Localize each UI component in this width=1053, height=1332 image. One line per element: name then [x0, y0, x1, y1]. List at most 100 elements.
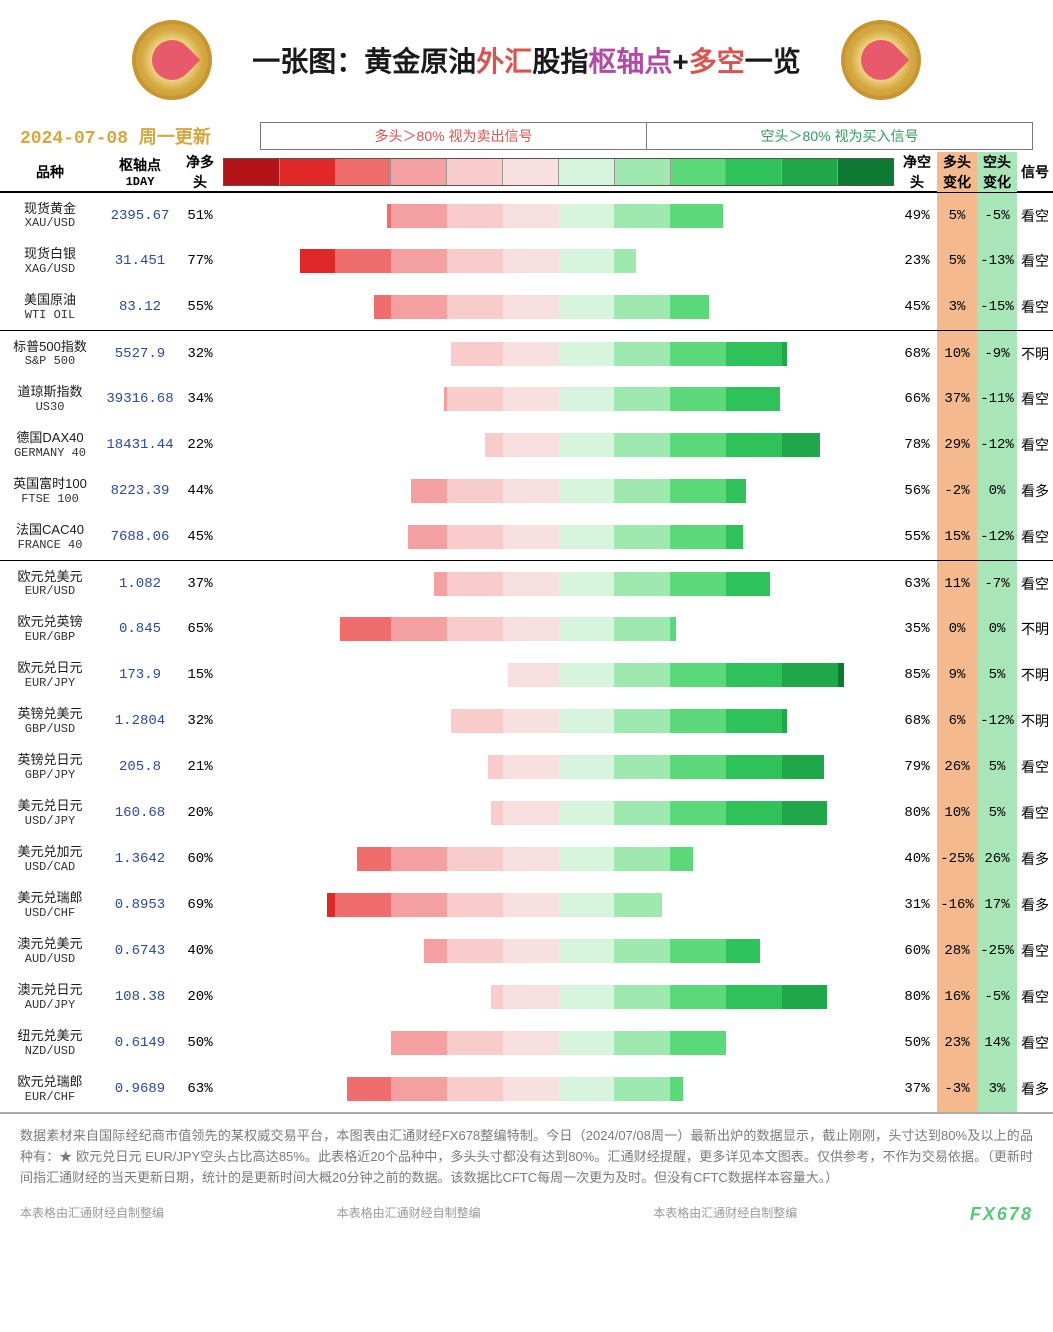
instrument-name: 澳元兑日元AUD/JPY	[0, 982, 100, 1012]
instrument-name: 英镑兑美元GBP/USD	[0, 706, 100, 736]
table-row: 美元兑瑞郎USD/CHF0.895369%31%-16%17%看多	[0, 882, 1053, 928]
pivot-value: 1.3642	[100, 851, 180, 867]
short-change: 3%	[977, 1066, 1017, 1112]
net-short-pct: 79%	[897, 759, 937, 775]
short-change: -25%	[977, 928, 1017, 974]
signal: 看多	[1017, 481, 1053, 501]
signal: 看空	[1017, 1033, 1053, 1053]
pivot-value: 18431.44	[100, 437, 180, 453]
table-row: 英镑兑日元GBP/JPY205.821%79%26%5%看空	[0, 744, 1053, 790]
head-pivot: 枢轴点 1DAY	[100, 155, 180, 189]
short-change: -5%	[977, 974, 1017, 1020]
net-short-pct: 78%	[897, 437, 937, 453]
signal: 看多	[1017, 849, 1053, 869]
signal: 看多	[1017, 895, 1053, 915]
table-row: 英国富时100FTSE 1008223.3944%56%-2%0%看多	[0, 468, 1053, 514]
position-bar	[220, 387, 897, 411]
subheader: 2024-07-08 周一更新 多头＞80% 视为卖出信号 空头＞80% 视为买…	[0, 120, 1053, 152]
short-change: -5%	[977, 193, 1017, 238]
pivot-value: 173.9	[100, 667, 180, 683]
signal: 看空	[1017, 803, 1053, 823]
table-row: 现货黄金XAU/USD2395.6751%49%5%-5%看空	[0, 192, 1053, 238]
short-change: -7%	[977, 561, 1017, 606]
signal: 看空	[1017, 941, 1053, 961]
pivot-value: 0.9689	[100, 1081, 180, 1097]
instrument-name: 德国DAX40GERMANY 40	[0, 430, 100, 460]
pivot-value: 7688.06	[100, 529, 180, 545]
long-change: 10%	[937, 790, 977, 836]
long-change: 23%	[937, 1020, 977, 1066]
short-change: -11%	[977, 376, 1017, 422]
short-change: -13%	[977, 238, 1017, 284]
net-short-pct: 60%	[897, 943, 937, 959]
position-bar	[220, 755, 897, 779]
signal: 看空	[1017, 297, 1053, 317]
signal: 不明	[1017, 344, 1053, 364]
credit-text: 本表格由汇通财经自制整编	[653, 1204, 797, 1225]
table-row: 澳元兑美元AUD/USD0.674340%60%28%-25%看空	[0, 928, 1053, 974]
long-change: 0%	[937, 606, 977, 652]
head-signal: 信号	[1017, 162, 1053, 182]
net-long-pct: 21%	[180, 759, 220, 775]
short-change: 14%	[977, 1020, 1017, 1066]
table-row: 美元兑加元USD/CAD1.364260%40%-25%26%看多	[0, 836, 1053, 882]
net-long-pct: 60%	[180, 851, 220, 867]
head-gradient	[220, 158, 897, 186]
net-long-pct: 22%	[180, 437, 220, 453]
net-long-pct: 51%	[180, 208, 220, 224]
table-header: 品种 枢轴点 1DAY 净多头 净空头 多头变化 空头变化 信号	[0, 152, 1053, 192]
net-short-pct: 68%	[897, 713, 937, 729]
signal: 看空	[1017, 757, 1053, 777]
instrument-name: 欧元兑日元EUR/JPY	[0, 660, 100, 690]
watermark: FX678	[970, 1204, 1033, 1225]
net-long-pct: 32%	[180, 713, 220, 729]
head-short: 净空头	[897, 152, 937, 192]
long-change: 28%	[937, 928, 977, 974]
net-long-pct: 20%	[180, 989, 220, 1005]
long-change: 5%	[937, 193, 977, 238]
pivot-value: 2395.67	[100, 208, 180, 224]
net-short-pct: 37%	[897, 1081, 937, 1097]
pivot-value: 1.082	[100, 576, 180, 592]
net-long-pct: 65%	[180, 621, 220, 637]
position-bar	[220, 801, 897, 825]
signal: 看空	[1017, 389, 1053, 409]
position-bar	[220, 847, 897, 871]
net-long-pct: 63%	[180, 1081, 220, 1097]
short-change: 5%	[977, 744, 1017, 790]
net-long-pct: 77%	[180, 253, 220, 269]
position-bar	[220, 479, 897, 503]
long-change: -16%	[937, 882, 977, 928]
head-name: 品种	[0, 162, 100, 182]
net-short-pct: 68%	[897, 346, 937, 362]
logo-icon	[841, 20, 921, 100]
signal: 看空	[1017, 251, 1053, 271]
net-short-pct: 23%	[897, 253, 937, 269]
head-shortchange: 空头变化	[977, 152, 1017, 192]
net-short-pct: 50%	[897, 1035, 937, 1051]
net-long-pct: 15%	[180, 667, 220, 683]
table-row: 现货白银XAG/USD31.45177%23%5%-13%看空	[0, 238, 1053, 284]
long-change: 29%	[937, 422, 977, 468]
net-short-pct: 80%	[897, 805, 937, 821]
pivot-value: 205.8	[100, 759, 180, 775]
instrument-name: 美元兑日元USD/JPY	[0, 798, 100, 828]
net-short-pct: 56%	[897, 483, 937, 499]
long-change: 26%	[937, 744, 977, 790]
position-bar	[220, 249, 897, 273]
footer-note: 数据素材来自国际经纪商市值领先的某权威交易平台，本图表由汇通财经FX678整编特…	[0, 1112, 1053, 1200]
instrument-name: 欧元兑瑞郎EUR/CHF	[0, 1074, 100, 1104]
table-body: 现货黄金XAU/USD2395.6751%49%5%-5%看空现货白银XAG/U…	[0, 192, 1053, 1112]
pivot-value: 83.12	[100, 299, 180, 315]
net-long-pct: 34%	[180, 391, 220, 407]
instrument-name: 法国CAC40FRANCE 40	[0, 522, 100, 552]
pivot-value: 31.451	[100, 253, 180, 269]
position-bar	[220, 295, 897, 319]
position-bar	[220, 342, 897, 366]
long-change: 15%	[937, 514, 977, 560]
table-row: 欧元兑美元EUR/USD1.08237%63%11%-7%看空	[0, 560, 1053, 606]
signal: 看空	[1017, 206, 1053, 226]
position-bar	[220, 1077, 897, 1101]
signal: 不明	[1017, 711, 1053, 731]
long-change: -2%	[937, 468, 977, 514]
